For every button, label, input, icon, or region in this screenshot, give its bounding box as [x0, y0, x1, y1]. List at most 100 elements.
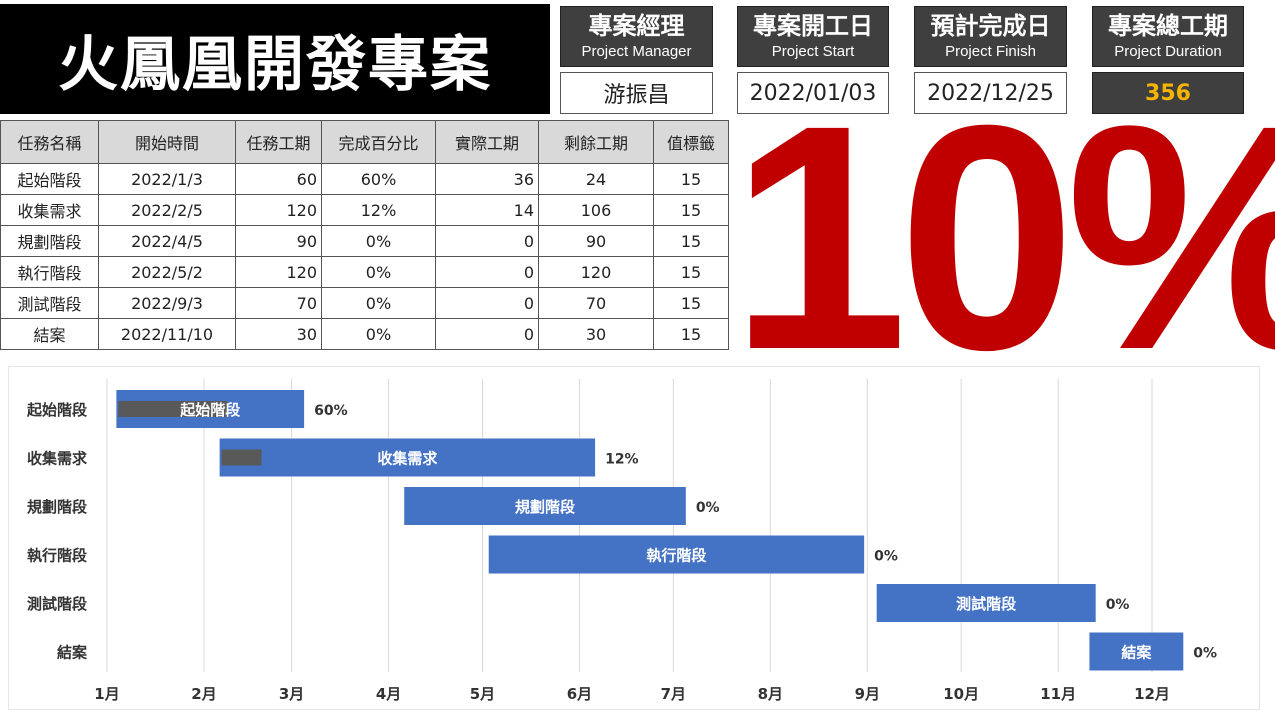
- actual-progress-bar: [118, 401, 228, 417]
- bar-label: 規劃階段: [515, 498, 575, 516]
- table-cell[interactable]: 15: [653, 318, 729, 350]
- percent-label: 0%: [1193, 646, 1217, 662]
- table-row: 起始階段 2022/1/3 60 60% 36 24 15: [0, 163, 729, 195]
- table-cell[interactable]: 14: [435, 194, 539, 226]
- duration-header-zh: 專案總工期: [1108, 12, 1228, 40]
- table-cell[interactable]: 測試階段: [0, 287, 99, 319]
- duration-bar: [404, 487, 686, 525]
- category-label: 收集需求: [27, 450, 88, 468]
- column-header: 開始時間: [98, 120, 236, 164]
- finish-header-zh: 預計完成日: [930, 12, 1051, 40]
- table-cell[interactable]: 結案: [0, 318, 99, 350]
- table-cell[interactable]: 0: [435, 318, 539, 350]
- table-cell[interactable]: 120: [538, 256, 654, 288]
- column-header: 值標籤: [653, 120, 729, 164]
- task-table: 任務名稱 開始時間 任務工期 完成百分比 實際工期 剩餘工期 值標籤 起始階段 2…: [0, 120, 729, 350]
- table-cell[interactable]: 60: [235, 163, 322, 195]
- manager-value[interactable]: 游振昌: [560, 72, 713, 114]
- finish-value[interactable]: 2022/12/25: [914, 72, 1067, 114]
- gantt-chart: 1月 2月 3月 4月 5月 6月 7月 8月 9月 10月 11月 12月 起始階段 起始階段 60% 收集…: [26, 379, 1217, 703]
- manager-header: 專案經理 Project Manager: [560, 6, 713, 67]
- table-cell[interactable]: 12%: [321, 194, 436, 226]
- percent-label: 12%: [605, 452, 639, 468]
- table-cell[interactable]: 0: [435, 225, 539, 257]
- duration-header-en: Project Duration: [1114, 43, 1222, 60]
- category-label: 規劃階段: [27, 498, 87, 516]
- column-header: 實際工期: [435, 120, 539, 164]
- table-cell[interactable]: 90: [235, 225, 322, 257]
- table-cell[interactable]: 15: [653, 287, 729, 319]
- column-header: 任務工期: [235, 120, 322, 164]
- start-header-en: Project Start: [771, 43, 855, 60]
- table-row: 執行階段 2022/5/2 120 0% 0 120 15: [0, 256, 729, 288]
- finish-header: 預計完成日 Project Finish: [914, 6, 1067, 67]
- duration-bar: [1089, 632, 1184, 671]
- x-tick-label: 5月: [470, 685, 495, 703]
- x-tick-label: 1月: [94, 685, 119, 703]
- table-cell[interactable]: 2022/9/3: [98, 287, 236, 319]
- table-cell[interactable]: 2022/5/2: [98, 256, 236, 288]
- x-tick-label: 6月: [567, 685, 592, 703]
- table-cell[interactable]: 2022/1/3: [98, 163, 236, 195]
- table-cell[interactable]: 70: [538, 287, 654, 319]
- column-header: 任務名稱: [0, 120, 99, 164]
- table-cell[interactable]: 106: [538, 194, 654, 226]
- finish-header-en: Project Finish: [945, 43, 1036, 60]
- table-cell[interactable]: 0%: [321, 225, 436, 257]
- table-cell[interactable]: 0: [435, 287, 539, 319]
- table-cell[interactable]: 2022/2/5: [98, 194, 236, 226]
- table-cell[interactable]: 15: [653, 225, 729, 257]
- category-label: 起始階段: [26, 401, 87, 419]
- duration-bar: [876, 584, 1096, 622]
- percent-label: 0%: [874, 549, 898, 565]
- column-header: 完成百分比: [321, 120, 436, 164]
- table-cell[interactable]: 起始階段: [0, 163, 99, 195]
- percent-label: 0%: [1106, 597, 1130, 613]
- table-cell[interactable]: 0: [435, 256, 539, 288]
- table-cell[interactable]: 2022/4/5: [98, 225, 236, 257]
- table-cell[interactable]: 36: [435, 163, 539, 195]
- table-cell[interactable]: 0%: [321, 287, 436, 319]
- duration-bar: [219, 438, 596, 477]
- duration-value[interactable]: 356: [1092, 72, 1244, 114]
- table-header-row: 任務名稱 開始時間 任務工期 完成百分比 實際工期 剩餘工期 值標籤: [0, 120, 729, 164]
- table-cell[interactable]: 執行階段: [0, 256, 99, 288]
- x-tick-label: 4月: [376, 685, 401, 703]
- table-cell[interactable]: 24: [538, 163, 654, 195]
- table-cell[interactable]: 90: [538, 225, 654, 257]
- table-cell[interactable]: 15: [653, 163, 729, 195]
- table-cell[interactable]: 收集需求: [0, 194, 99, 226]
- category-label: 執行階段: [27, 547, 87, 565]
- overall-percent: 10%: [730, 95, 1275, 380]
- bar-label: 結案: [1121, 644, 1152, 662]
- start-header-zh: 專案開工日: [753, 12, 873, 40]
- table-row: 結案 2022/11/10 30 0% 0 30 15: [0, 318, 729, 350]
- table-cell[interactable]: 0%: [321, 256, 436, 288]
- bar-label: 執行階段: [646, 547, 706, 565]
- table-cell[interactable]: 規劃階段: [0, 225, 99, 257]
- table-cell[interactable]: 30: [235, 318, 322, 350]
- x-tick-label: 3月: [279, 685, 304, 703]
- manager-header-zh: 專案經理: [588, 12, 685, 40]
- x-tick-label: 8月: [758, 685, 783, 703]
- manager-header-en: Project Manager: [581, 43, 692, 60]
- actual-progress-bar: [221, 449, 262, 466]
- table-cell[interactable]: 15: [653, 256, 729, 288]
- table-cell[interactable]: 120: [235, 194, 322, 226]
- table-cell[interactable]: 0%: [321, 318, 436, 350]
- x-tick-label: 7月: [661, 685, 686, 703]
- table-cell[interactable]: 70: [235, 287, 322, 319]
- x-tick-label: 12月: [1134, 685, 1170, 703]
- table-cell[interactable]: 15: [653, 194, 729, 226]
- percent-label: 60%: [314, 403, 348, 419]
- start-value[interactable]: 2022/01/03: [737, 72, 889, 114]
- table-cell[interactable]: 60%: [321, 163, 436, 195]
- table-cell[interactable]: 30: [538, 318, 654, 350]
- table-cell[interactable]: 2022/11/10: [98, 318, 236, 350]
- table-row: 規劃階段 2022/4/5 90 0% 0 90 15: [0, 225, 729, 257]
- duration-header: 專案總工期 Project Duration: [1092, 6, 1244, 67]
- duration-bar: [488, 535, 865, 574]
- x-tick-label: 10月: [943, 685, 979, 703]
- table-cell[interactable]: 120: [235, 256, 322, 288]
- category-label: 結案: [57, 644, 88, 662]
